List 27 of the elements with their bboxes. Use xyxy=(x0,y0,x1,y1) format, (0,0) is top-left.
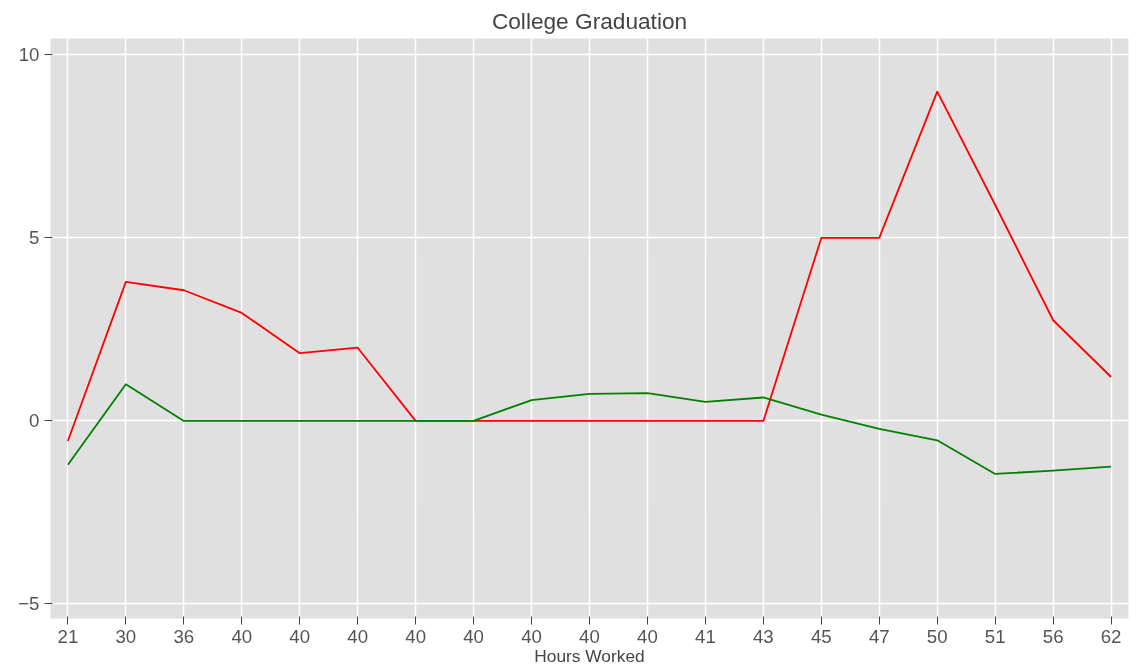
x-tick-label: 40 xyxy=(405,625,427,647)
x-tick-label: 51 xyxy=(984,625,1006,647)
x-tick-label: 40 xyxy=(463,625,484,647)
x-tick-label: 43 xyxy=(753,625,774,647)
x-tick-label: 40 xyxy=(231,625,253,647)
x-axis-title: Hours Worked xyxy=(534,645,645,666)
x-tick-label: 62 xyxy=(1100,625,1122,647)
x-tick-label: 40 xyxy=(289,625,311,647)
x-tick-label: 36 xyxy=(173,625,195,647)
x-tick-label: 40 xyxy=(347,625,369,647)
y-tick-label: −5 xyxy=(18,593,40,615)
y-tick-label: 0 xyxy=(29,410,40,432)
x-tick-label: 40 xyxy=(637,625,658,647)
x-tick-label: 47 xyxy=(868,625,890,647)
chart-title: College Graduation xyxy=(491,7,688,34)
x-tick-label: 50 xyxy=(926,625,948,647)
y-tick-label: 5 xyxy=(29,227,40,249)
line-series xyxy=(66,383,1113,475)
x-tick-label: 41 xyxy=(695,625,716,647)
x-tick-label: 45 xyxy=(810,625,832,647)
line-series xyxy=(66,90,1113,442)
x-tick-label: 30 xyxy=(115,625,137,647)
y-tick-label: 10 xyxy=(18,44,40,66)
x-tick-label: 40 xyxy=(579,625,600,647)
x-tick-label: 56 xyxy=(1042,625,1064,647)
x-tick-label: 21 xyxy=(57,625,79,647)
x-tick-label: 40 xyxy=(521,625,542,647)
